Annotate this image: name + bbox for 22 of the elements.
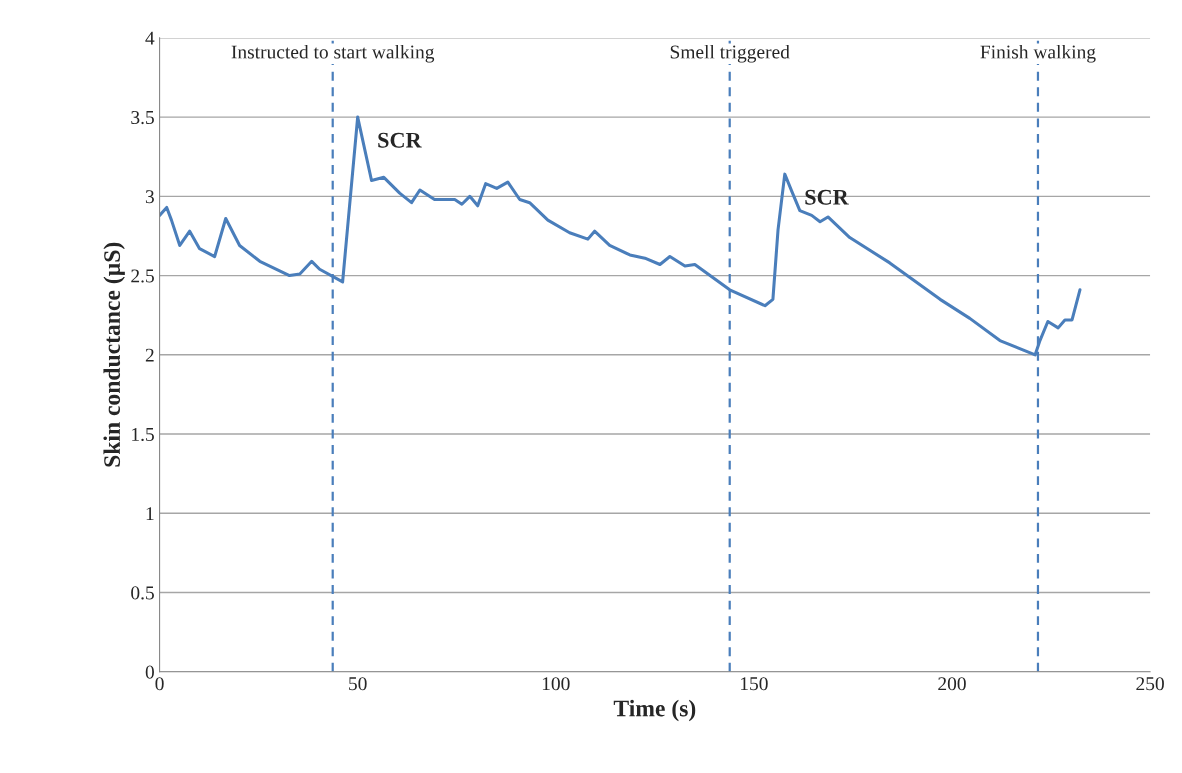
x-tick-label: 50 xyxy=(349,677,367,691)
y-tick-label: 1 xyxy=(146,507,154,521)
x-axis-title: Time (s) xyxy=(613,699,696,722)
annotation: SCR xyxy=(805,189,849,205)
x-tick-label: 250 xyxy=(1136,677,1164,691)
x-tick-label: 200 xyxy=(938,677,966,691)
y-tick-label: 2.5 xyxy=(131,269,154,283)
ref-line-label: Finish walking xyxy=(980,44,1096,63)
y-axis-title: Skin conductance (µS) xyxy=(103,242,125,467)
annotation: SCR xyxy=(378,132,422,148)
x-tick-label: 0 xyxy=(155,677,164,691)
y-tick-label: 0.5 xyxy=(131,586,154,600)
x-tick-label: 150 xyxy=(741,677,768,691)
y-tick-label: 1.5 xyxy=(132,427,154,442)
y-tick-label: 3 xyxy=(145,190,154,204)
y-tick-label: 4 xyxy=(145,31,155,45)
y-tick-label: 3.5 xyxy=(131,110,154,125)
ref-line-label: Smell triggered xyxy=(670,44,790,63)
ref-line-label: Instructed to start walking xyxy=(231,44,435,63)
y-tick-label: 0 xyxy=(145,665,154,679)
x-tick-label: 100 xyxy=(542,677,570,691)
y-tick-label: 2 xyxy=(145,348,154,362)
